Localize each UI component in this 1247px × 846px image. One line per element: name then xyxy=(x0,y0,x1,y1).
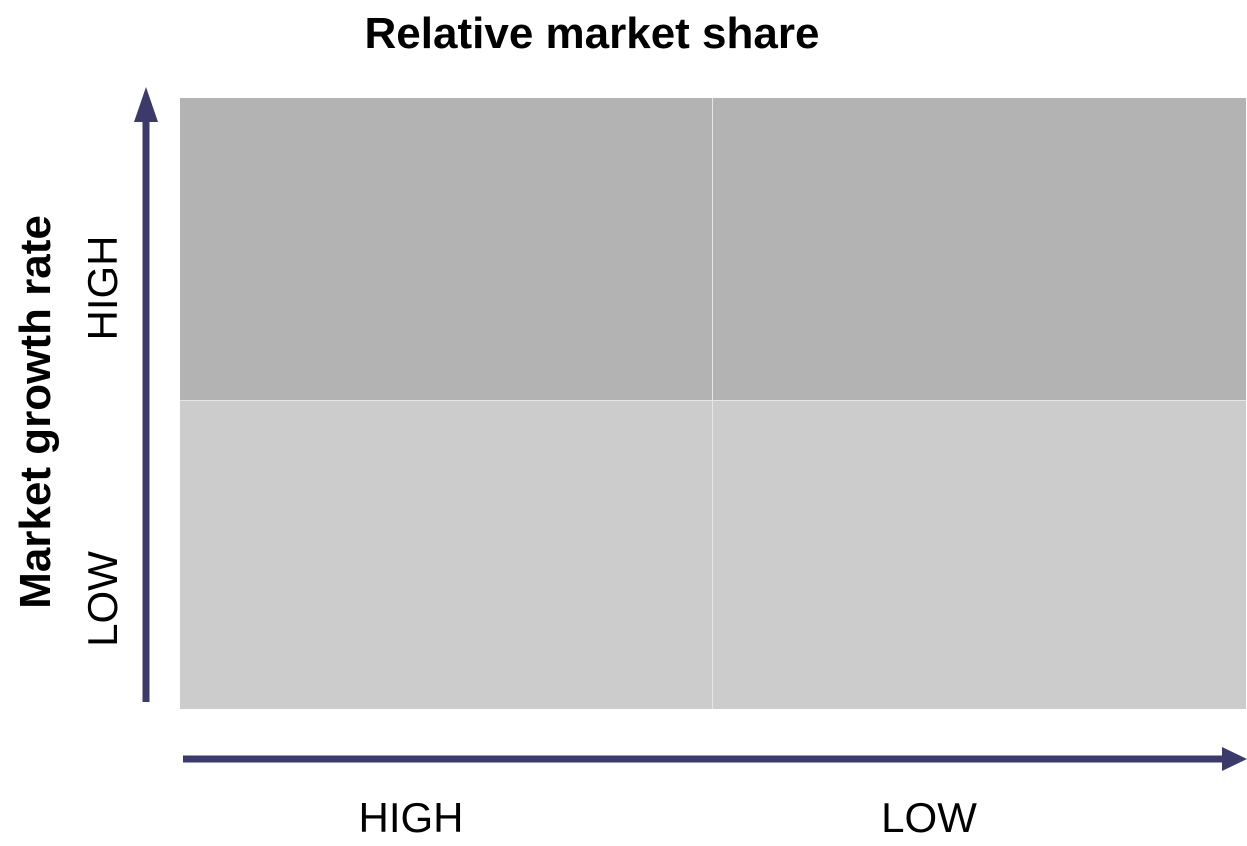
vertical-divider-bottom xyxy=(712,401,713,709)
matrix-title: Relative market share xyxy=(364,9,820,58)
x-axis-arrow-icon xyxy=(1222,747,1247,771)
quadrant-top-left xyxy=(180,98,712,400)
horizontal-divider-left xyxy=(180,400,712,401)
y-axis-tick-high: HIGH xyxy=(79,235,126,341)
y-axis-tick-low: LOW xyxy=(79,551,126,647)
quadrant-bottom-left xyxy=(180,401,712,709)
vertical-divider-top xyxy=(712,98,713,400)
divider-center xyxy=(712,400,713,401)
quadrant-top-right xyxy=(713,98,1246,400)
growth-share-matrix xyxy=(180,98,1246,709)
y-axis-arrow-icon xyxy=(134,87,158,122)
horizontal-divider-right xyxy=(713,400,1246,401)
x-axis-tick-high: HIGH xyxy=(358,794,464,841)
x-axis-tick-low: LOW xyxy=(881,794,977,841)
y-axis-title: Market growth rate xyxy=(11,215,60,609)
quadrant-bottom-right xyxy=(713,401,1246,709)
